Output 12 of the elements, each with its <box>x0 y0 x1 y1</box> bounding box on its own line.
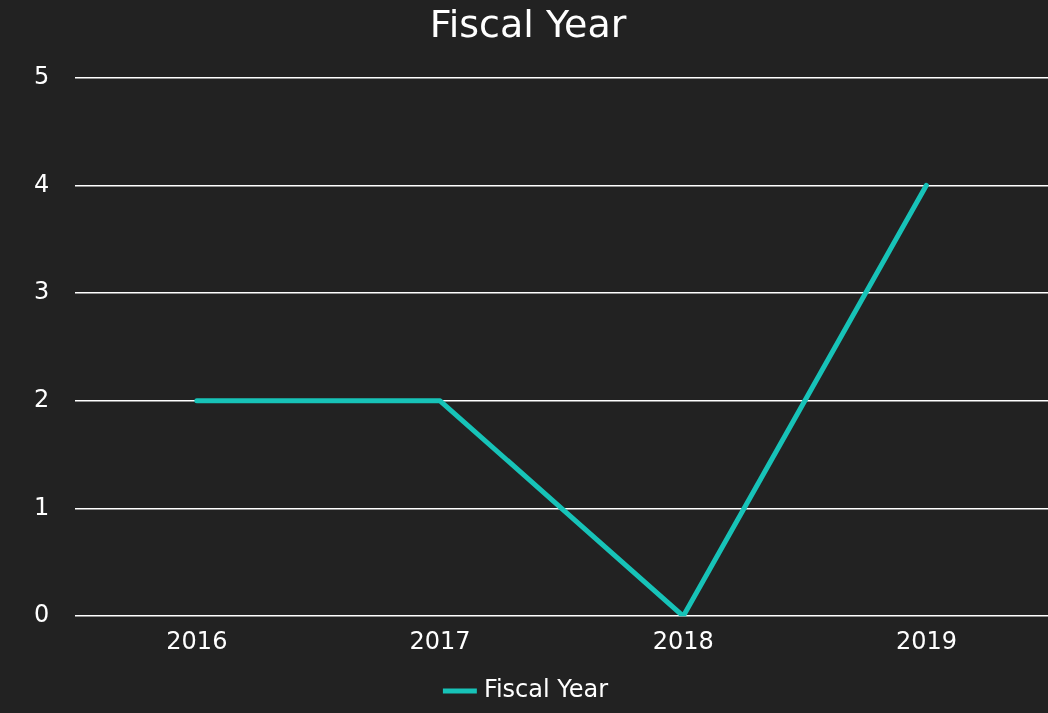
y-tick-label: 1 <box>33 492 50 521</box>
x-tick-label: 2017 <box>409 626 471 655</box>
y-tick-label: 0 <box>33 600 50 629</box>
x-tick-label: 2018 <box>652 626 714 655</box>
x-tick-label: 2016 <box>166 626 228 655</box>
legend-label: Fiscal Year <box>483 675 609 704</box>
y-tick-label: 4 <box>33 169 50 198</box>
chart-title: Fiscal Year <box>429 1 627 46</box>
y-tick-label: 2 <box>33 384 50 413</box>
x-tick-label: 2019 <box>895 626 957 655</box>
y-tick-label: 3 <box>33 277 50 306</box>
y-tick-label: 5 <box>33 61 50 90</box>
